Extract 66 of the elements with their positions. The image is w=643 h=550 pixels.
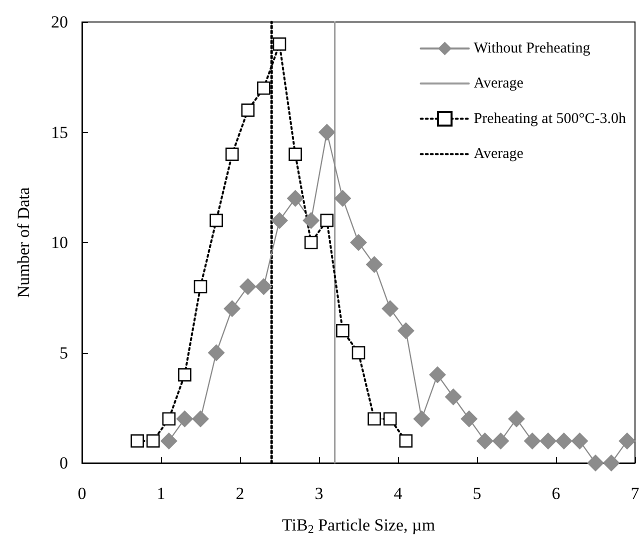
x-tick-label: 7	[630, 484, 640, 503]
point	[336, 324, 350, 338]
point	[587, 454, 604, 472]
point	[257, 82, 270, 95]
y-tick-label: 15	[51, 122, 68, 142]
point	[382, 300, 399, 318]
point	[194, 280, 208, 294]
point	[162, 412, 176, 426]
x-tick-label: 5	[472, 484, 482, 503]
x-tick-label: 1	[156, 484, 166, 503]
point	[508, 410, 525, 428]
point	[524, 432, 541, 450]
point	[334, 190, 352, 207]
point	[304, 236, 318, 250]
point	[368, 412, 381, 426]
point	[413, 410, 430, 428]
y-axis-title: Number of Data	[14, 186, 33, 298]
point	[160, 432, 178, 450]
point	[239, 278, 256, 296]
point	[571, 432, 588, 450]
point	[476, 432, 494, 450]
x-tick-label: 0	[78, 484, 86, 503]
point	[208, 344, 225, 362]
point	[320, 214, 334, 228]
point	[302, 212, 320, 229]
y-tick-label: 20	[51, 12, 68, 32]
point	[210, 214, 223, 228]
x-tick-label: 4	[394, 484, 403, 503]
point	[176, 410, 194, 428]
point	[318, 124, 336, 141]
y-tick-label: 5	[60, 343, 68, 362]
legend-label: Average	[474, 146, 524, 162]
point	[383, 412, 397, 426]
point	[178, 368, 192, 382]
point	[241, 104, 255, 117]
point	[444, 388, 462, 406]
point	[602, 454, 620, 472]
point	[272, 37, 286, 51]
point	[555, 432, 572, 450]
point	[225, 148, 239, 161]
point	[429, 366, 446, 384]
legend-label: Preheating at 500°C-3.0h	[474, 110, 626, 127]
point	[255, 278, 272, 296]
x-tick-label: 2	[236, 484, 244, 503]
point	[399, 434, 413, 448]
point	[366, 256, 383, 274]
legend-label: Average	[474, 76, 524, 92]
point	[460, 410, 478, 428]
point	[192, 410, 209, 428]
legend-label: Without Preheating	[474, 40, 591, 56]
point	[618, 432, 636, 450]
point	[540, 432, 557, 450]
point	[146, 434, 160, 448]
point	[397, 322, 414, 340]
point	[492, 432, 510, 450]
point	[288, 148, 302, 161]
x-tick-label: 6	[552, 484, 560, 503]
point	[224, 300, 241, 318]
y-tick-label: 0	[60, 454, 68, 472]
point	[352, 346, 366, 360]
y-tick-label: 10	[51, 233, 68, 252]
point	[130, 434, 144, 448]
point	[350, 234, 367, 251]
x-tick-label: 3	[314, 484, 324, 503]
point	[286, 190, 304, 207]
point	[271, 212, 288, 229]
